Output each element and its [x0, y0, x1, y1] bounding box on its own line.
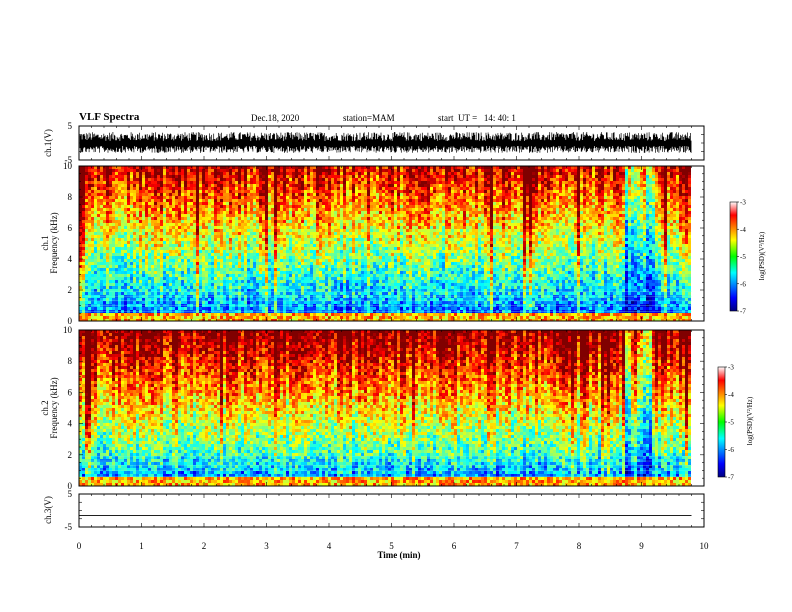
spec2-colorbar-ticks: -3 -4 -5 -6 -7 [725, 364, 734, 482]
panel-ch3-waveform: 5 -5 ch.3(V) [43, 489, 705, 532]
y-tick-label: 10 [63, 161, 73, 171]
no-data-region [691, 166, 704, 321]
ch3-y-ticks: 5 -5 [65, 489, 704, 532]
x-axis-label: Time (min) [377, 550, 420, 560]
spec2-y-ticks: 0 2 4 6 8 10 [63, 325, 704, 491]
colorbar-tick-label: -3 [728, 364, 734, 372]
header-station: station=MAM [343, 113, 395, 123]
ch1-spectrogram-heatmap [79, 166, 704, 321]
x-tick-label: 2 [202, 541, 207, 551]
spec1-colorbar-ticks: -3 -4 -5 -6 -7 [737, 199, 746, 316]
ch2-spectrogram-heatmap [79, 330, 704, 486]
spec2-ylabel-channel: ch.2 [40, 400, 50, 415]
spec1-ylabel-frequency: Frequency (kHz) [49, 212, 59, 273]
colorbar-tick-label: -5 [740, 253, 746, 261]
spec2-colorbar [717, 366, 726, 478]
colorbar-tick-label: -7 [728, 474, 734, 482]
ch1-y-ticks: 5 -5 [65, 121, 704, 165]
y-tick-label: 4 [68, 419, 73, 429]
ch1-ylabel: ch.1(V) [43, 129, 53, 157]
figure-title: VLF Spectra [79, 112, 139, 123]
x-tick-label: 5 [389, 541, 394, 551]
colorbar-tick-label: -3 [740, 199, 746, 207]
y-tick-label: 5 [68, 489, 73, 499]
x-tick-label: 0 [77, 541, 82, 551]
ch1-waveform-line [79, 132, 692, 153]
y-tick-label: 8 [68, 192, 73, 202]
x-tick-label: 9 [639, 541, 644, 551]
colorbar-tick-label: -5 [728, 419, 734, 427]
panel-ch1-waveform: 5 -5 ch.1(V) [43, 121, 705, 165]
header-start-time: start UT = 14: 40: 1 [438, 113, 516, 123]
y-tick-label: 6 [68, 387, 73, 397]
spec1-colorbar [729, 201, 738, 312]
y-tick-label: -5 [65, 522, 73, 532]
colorbar-tick-label: -6 [740, 280, 746, 288]
colorbar-tick-label: -6 [728, 446, 734, 454]
y-tick-label: -5 [65, 155, 73, 165]
x-tick-label: 10 [700, 541, 710, 551]
spec1-colorbar-label: log(PSD)(V²/Hz) [758, 231, 766, 280]
ch3-frame [78, 493, 705, 528]
y-tick-label: 2 [68, 285, 73, 295]
y-tick-label: 5 [68, 121, 73, 131]
spec1-y-ticks: 0 2 4 6 8 10 [63, 161, 704, 326]
y-tick-label: 0 [68, 481, 73, 491]
spec2-ylabel-frequency: Frequency (kHz) [49, 377, 59, 438]
no-data-region [691, 330, 704, 486]
x-tick-label: 1 [139, 541, 144, 551]
spec1-ylabel-channel: ch.1 [40, 235, 50, 250]
time-x-axis: 0 1 2 3 4 5 6 7 8 9 10 [77, 126, 709, 551]
y-tick-label: 6 [68, 223, 73, 233]
colorbar-tick-label: -7 [740, 308, 746, 316]
colorbar-tick-label: -4 [728, 391, 734, 399]
ch3-ylabel: ch.3(V) [43, 496, 53, 524]
x-tick-label: 6 [452, 541, 457, 551]
y-tick-label: 2 [68, 450, 73, 460]
x-tick-label: 4 [327, 541, 332, 551]
header-date: Dec.18, 2020 [251, 113, 299, 123]
x-tick-label: 7 [514, 541, 519, 551]
y-tick-label: 10 [63, 325, 73, 335]
y-tick-label: 4 [68, 254, 73, 264]
spec2-colorbar-label: log(PSD)(V²/Hz) [746, 396, 754, 445]
x-tick-label: 3 [264, 541, 269, 551]
y-tick-label: 8 [68, 356, 73, 366]
colorbar-tick-label: -4 [740, 226, 746, 234]
x-tick-label: 8 [577, 541, 582, 551]
y-tick-label: 0 [68, 316, 73, 326]
